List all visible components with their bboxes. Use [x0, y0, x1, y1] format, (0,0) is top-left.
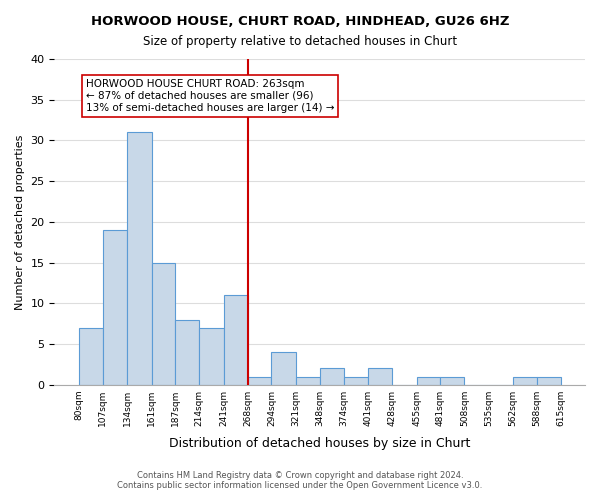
Bar [513, 376, 536, 384]
Bar [368, 368, 392, 384]
Bar [440, 376, 464, 384]
Bar [248, 376, 271, 384]
Bar [296, 376, 320, 384]
Text: Contains HM Land Registry data © Crown copyright and database right 2024.
Contai: Contains HM Land Registry data © Crown c… [118, 470, 482, 490]
Bar [79, 328, 103, 384]
X-axis label: Distribution of detached houses by size in Churt: Distribution of detached houses by size … [169, 437, 470, 450]
Bar [320, 368, 344, 384]
Bar [416, 376, 440, 384]
Bar [536, 376, 561, 384]
Bar [224, 295, 248, 384]
Text: HORWOOD HOUSE, CHURT ROAD, HINDHEAD, GU26 6HZ: HORWOOD HOUSE, CHURT ROAD, HINDHEAD, GU2… [91, 15, 509, 28]
Text: Size of property relative to detached houses in Churt: Size of property relative to detached ho… [143, 35, 457, 48]
Bar [344, 376, 368, 384]
Bar [175, 320, 199, 384]
Bar [152, 262, 175, 384]
Bar [127, 132, 152, 384]
Text: HORWOOD HOUSE CHURT ROAD: 263sqm
← 87% of detached houses are smaller (96)
13% o: HORWOOD HOUSE CHURT ROAD: 263sqm ← 87% o… [86, 80, 334, 112]
Bar [199, 328, 224, 384]
Bar [103, 230, 127, 384]
Bar [271, 352, 296, 384]
Y-axis label: Number of detached properties: Number of detached properties [15, 134, 25, 310]
